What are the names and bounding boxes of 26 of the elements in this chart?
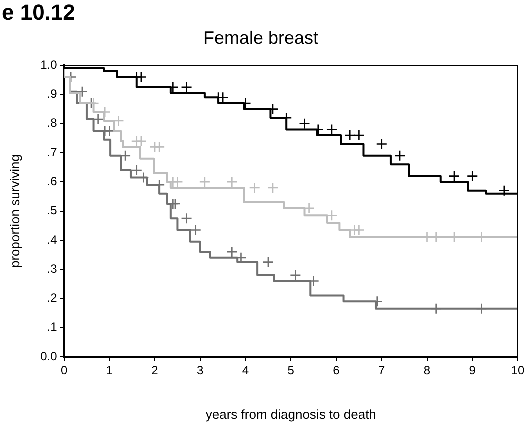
y-tick-label: .5 [47, 204, 58, 218]
y-tick-label: .1 [47, 320, 58, 334]
x-tick-label: 5 [288, 364, 295, 378]
y-tick-label: .6 [47, 174, 58, 188]
y-tick-label: .9 [47, 87, 58, 102]
chart-title: Female breast [203, 28, 319, 48]
y-tick-label: .3 [47, 262, 58, 276]
y-tick-label: 0.0 [40, 349, 58, 364]
y-tick-label: .2 [47, 291, 58, 306]
x-tick-label: 3 [197, 364, 204, 378]
y-tick-label: .8 [47, 116, 58, 130]
x-tick-label: 1 [106, 364, 114, 378]
y-axis-title: proportion surviving [7, 154, 22, 268]
y-tick-label: 1.0 [40, 58, 58, 72]
x-tick-label: 0 [60, 364, 68, 378]
x-tick-label: 7 [378, 364, 386, 378]
text: e 10.12 [2, 0, 76, 26]
y-tick-label: .7 [47, 145, 58, 160]
x-tick-label: 6 [333, 364, 340, 378]
x-axis-title: years from diagnosis to death [206, 406, 376, 422]
x-tick-label: 2 [152, 364, 159, 378]
x-tick-label: 8 [424, 364, 431, 378]
x-tick-label: 9 [469, 364, 476, 378]
x-tick-label: 10 [511, 364, 525, 378]
x-tick-label: 4 [242, 364, 250, 378]
y-tick-label: .4 [47, 232, 58, 247]
